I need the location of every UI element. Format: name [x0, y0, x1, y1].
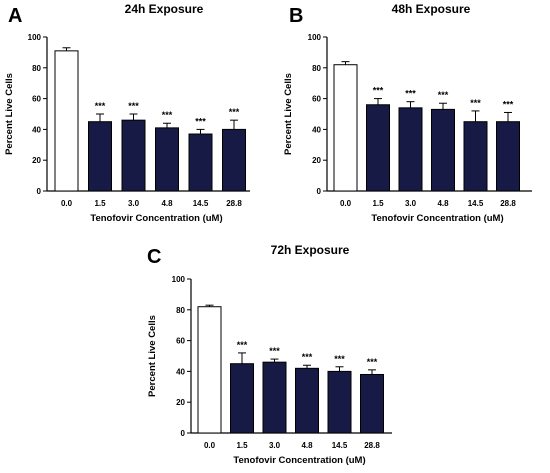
chart-title: 72h Exposure [271, 243, 350, 257]
y-tick-label: 100 [308, 33, 322, 42]
x-tick-label: 0.0 [340, 199, 352, 208]
bar-3.0 [262, 361, 287, 434]
x-axis-label: Tenofovir Concentration (uM) [90, 213, 222, 224]
bar-0.0 [54, 50, 79, 192]
significance-label: *** [438, 90, 449, 100]
bar-1.5 [230, 363, 254, 434]
significance-label: *** [367, 357, 378, 367]
y-tick-label: 20 [312, 156, 321, 165]
panel-label: B [289, 5, 303, 27]
y-tick-label: 80 [312, 64, 321, 73]
significance-label: *** [162, 110, 173, 120]
significance-label: *** [503, 99, 514, 109]
bar-28.8 [496, 121, 520, 192]
x-tick-label: 4.8 [301, 441, 313, 450]
chart-title: 48h Exposure [392, 2, 471, 16]
bar-14.5 [327, 370, 352, 434]
significance-label: *** [334, 354, 345, 364]
significance-label: *** [128, 101, 139, 111]
chart-title: 24h Exposure [125, 2, 204, 16]
bar-3.0 [398, 107, 423, 192]
y-tick-label: 20 [176, 398, 185, 407]
x-tick-label: 0.0 [204, 441, 216, 450]
panel-label: A [8, 5, 22, 27]
y-tick-label: 0 [317, 187, 322, 196]
significance-label: *** [229, 107, 240, 117]
y-tick-label: 60 [32, 95, 41, 104]
x-tick-label: 14.5 [193, 199, 209, 208]
x-tick-label: 4.8 [161, 199, 173, 208]
bar-28.8 [222, 128, 246, 192]
x-tick-label: 0.0 [61, 199, 73, 208]
x-tick-label: 28.8 [364, 441, 380, 450]
y-axis-label: Percent Live Cells [147, 315, 158, 397]
bar-1.5 [366, 104, 390, 192]
y-tick-label: 60 [176, 337, 185, 346]
bar-14.5 [188, 133, 213, 192]
x-tick-label: 4.8 [437, 199, 449, 208]
bar-0.0 [333, 64, 358, 192]
x-tick-label: 3.0 [405, 199, 417, 208]
significance-label: *** [95, 101, 106, 111]
y-tick-label: 0 [37, 187, 42, 196]
y-tick-label: 60 [312, 95, 321, 104]
y-tick-label: 100 [28, 33, 42, 42]
y-tick-label: 80 [32, 64, 41, 73]
x-tick-label: 14.5 [332, 441, 348, 450]
y-tick-label: 40 [176, 367, 185, 376]
bar-4.8 [431, 108, 455, 192]
x-tick-label: 1.5 [236, 441, 248, 450]
x-tick-label: 14.5 [468, 199, 484, 208]
significance-label: *** [373, 86, 384, 96]
chart-panel-c: C 72h Exposure 0 20 40 60 80 100 Percent Live Ce… [147, 243, 392, 466]
significance-label: *** [405, 89, 416, 99]
significance-label: *** [195, 116, 206, 126]
x-tick-label: 1.5 [372, 199, 384, 208]
y-tick-label: 40 [312, 125, 321, 134]
significance-label: *** [302, 352, 313, 362]
x-tick-label: 3.0 [269, 441, 281, 450]
significance-label: *** [269, 346, 280, 356]
bar-0.0 [197, 306, 222, 434]
significance-label: *** [470, 98, 481, 108]
bar-4.8 [295, 367, 319, 434]
y-tick-label: 100 [172, 275, 186, 284]
bar-14.5 [463, 121, 488, 192]
x-tick-label: 3.0 [128, 199, 140, 208]
y-tick-label: 0 [181, 429, 186, 438]
significance-label: *** [237, 340, 248, 350]
bar-3.0 [121, 119, 146, 192]
x-axis-label: Tenofovir Concentration (uM) [233, 455, 365, 466]
y-axis-label: Percent Live Cells [283, 73, 294, 155]
bar-28.8 [360, 373, 384, 434]
bar-1.5 [88, 121, 112, 192]
x-axis-label: Tenofovir Concentration (uM) [371, 213, 503, 224]
y-tick-label: 80 [176, 306, 185, 315]
panel-label: C [147, 246, 161, 268]
chart-panel-a: A 24h Exposure 0 20 40 60 80 100 Percent Live Ce… [4, 2, 250, 224]
bar-4.8 [155, 127, 179, 192]
chart-panel-b: B 48h Exposure 0 20 40 60 80 100 Percent Live Ce… [283, 2, 532, 224]
x-tick-label: 28.8 [500, 199, 516, 208]
y-axis-label: Percent Live Cells [4, 73, 15, 155]
y-tick-label: 20 [32, 156, 41, 165]
y-tick-label: 40 [32, 125, 41, 134]
x-tick-label: 28.8 [226, 199, 242, 208]
x-tick-label: 1.5 [94, 199, 106, 208]
